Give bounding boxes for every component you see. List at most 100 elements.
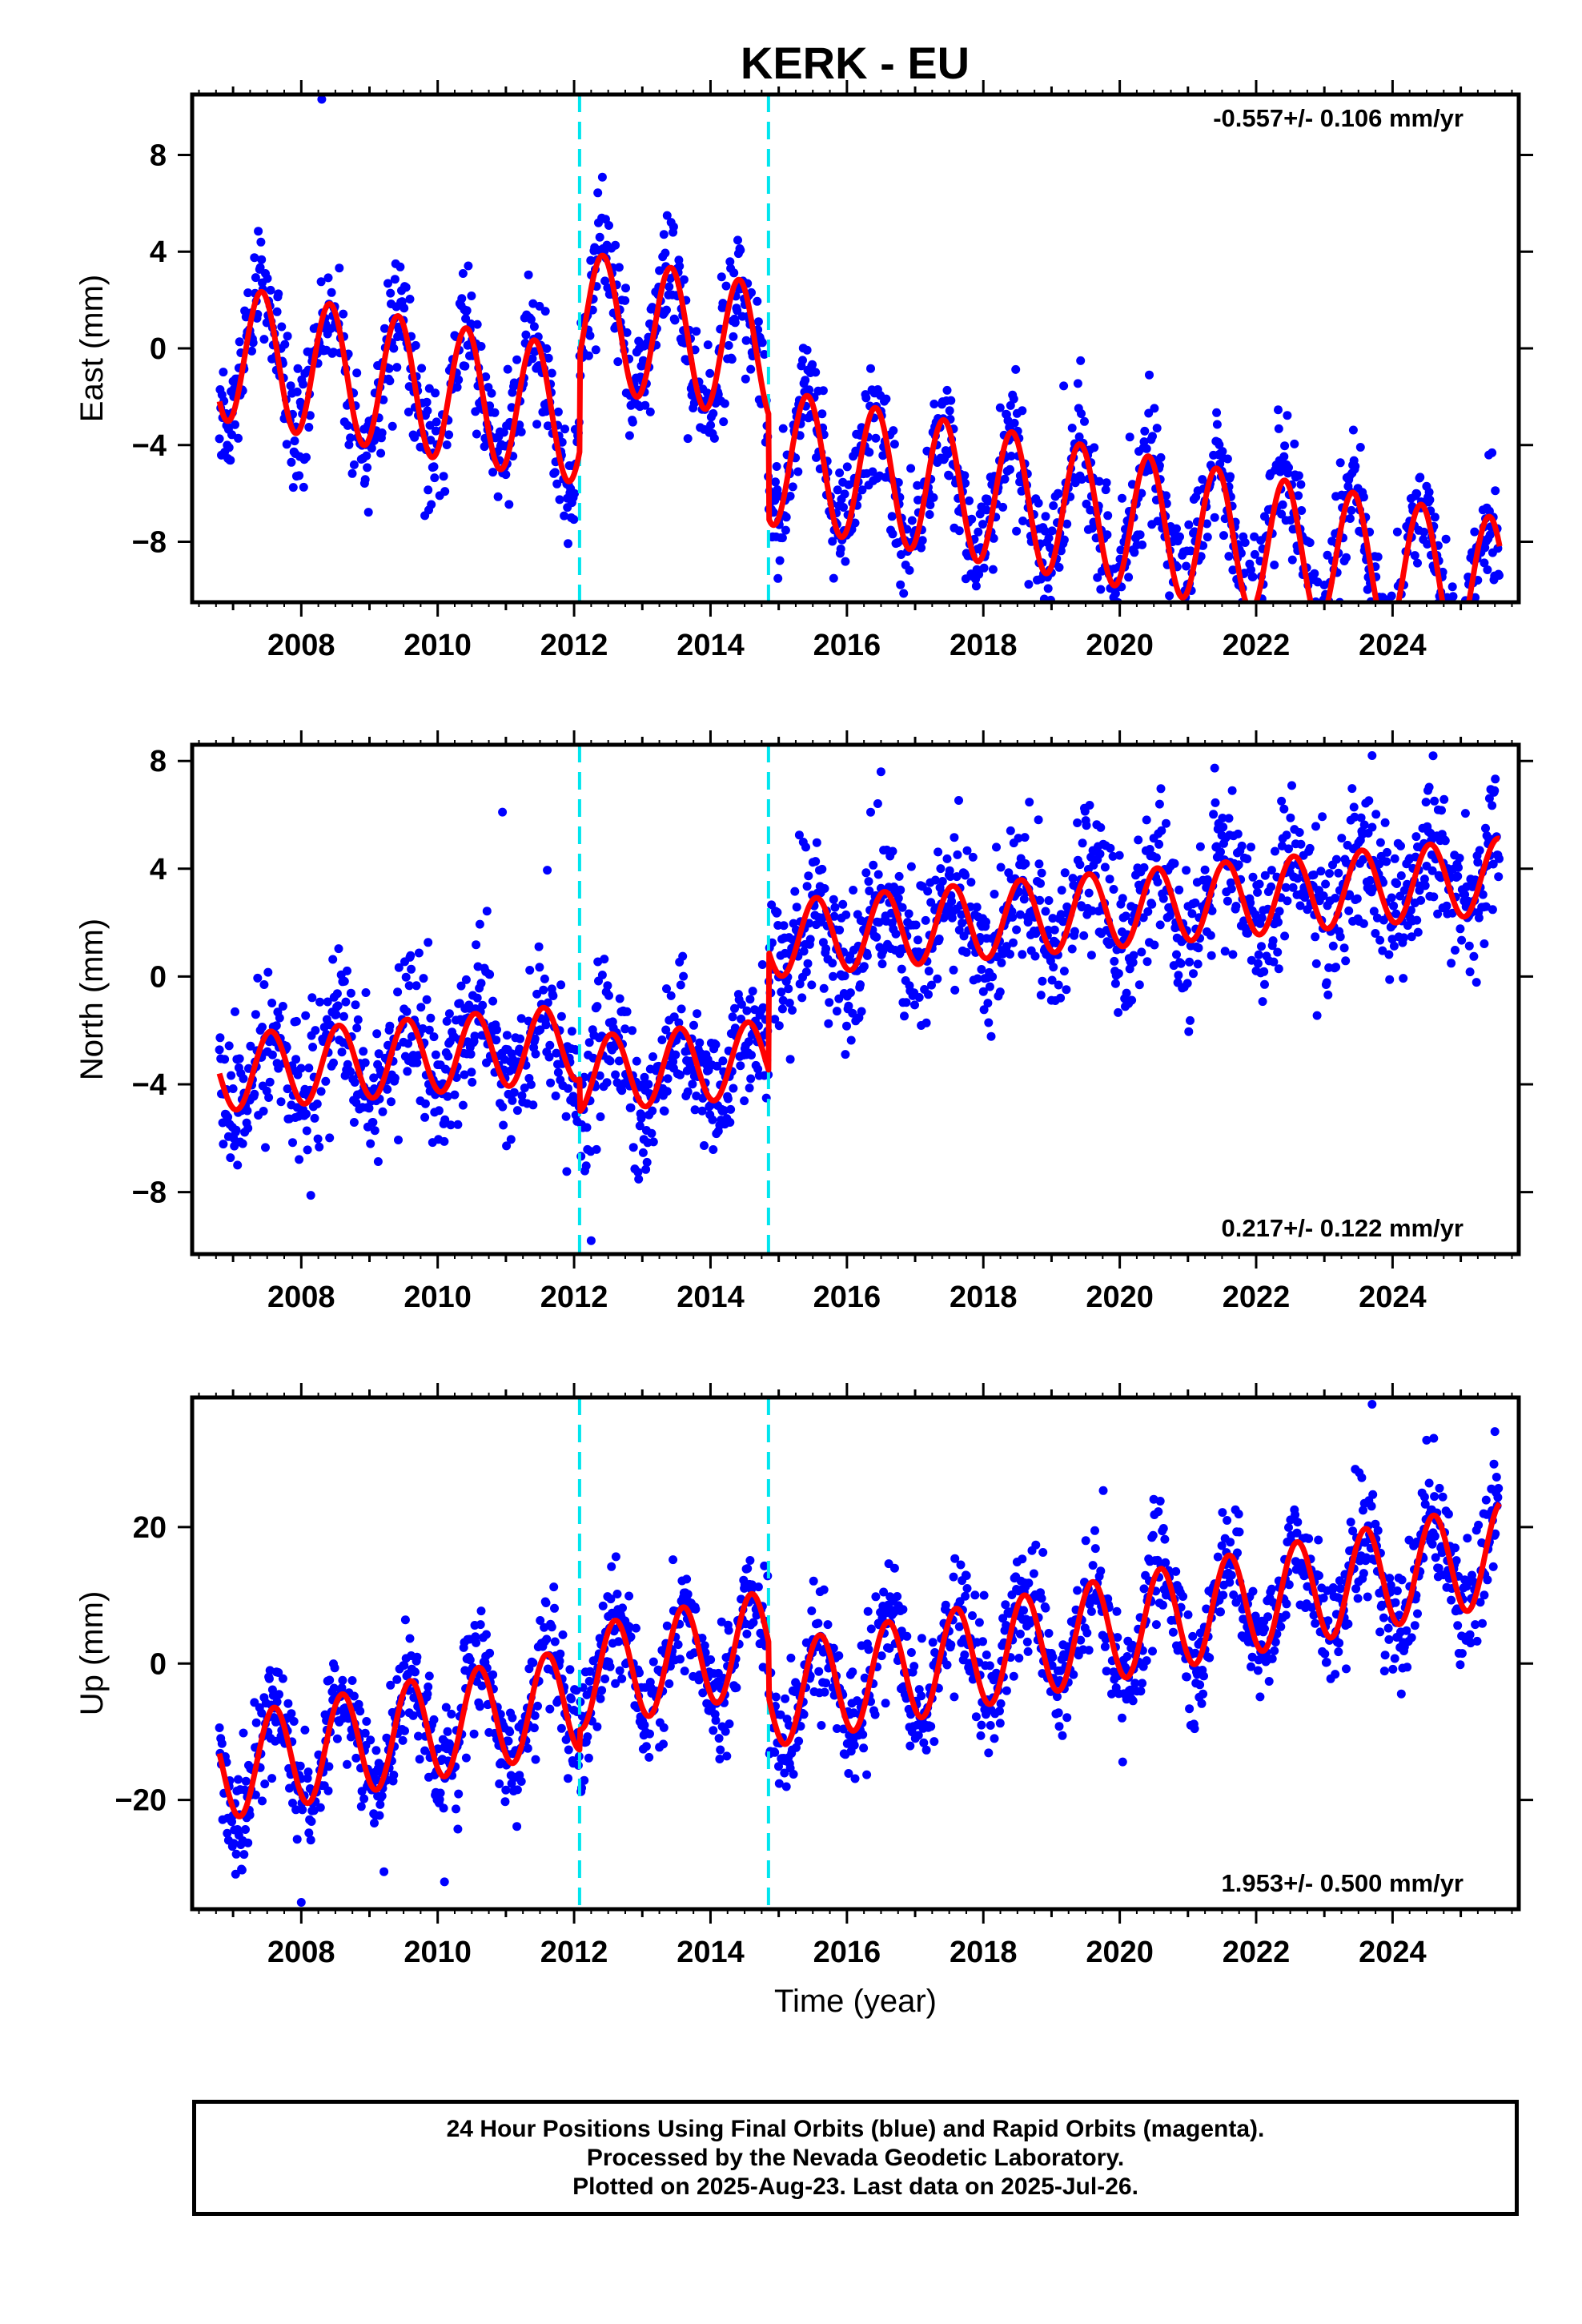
- data-point: [592, 1002, 602, 1011]
- data-point: [372, 1029, 382, 1039]
- data-point: [1439, 668, 1448, 677]
- data-point: [1459, 620, 1468, 629]
- data-point: [1018, 517, 1028, 525]
- data-point: [729, 1084, 738, 1093]
- data-point: [1359, 919, 1368, 928]
- data-point: [1495, 854, 1504, 863]
- data-point: [683, 434, 693, 444]
- data-point: [344, 440, 354, 449]
- data-point: [254, 227, 263, 236]
- data-point: [411, 1667, 420, 1677]
- data-point: [1203, 519, 1211, 529]
- data-point: [516, 1014, 526, 1023]
- data-point: [558, 1630, 568, 1639]
- data-point: [1274, 964, 1283, 974]
- data-point: [338, 1675, 347, 1685]
- data-point: [1443, 613, 1452, 622]
- data-point: [403, 1067, 412, 1076]
- x-tick-label: 2024: [1359, 629, 1427, 662]
- data-point: [444, 1051, 453, 1061]
- data-point: [927, 980, 936, 990]
- data-point: [1231, 902, 1241, 911]
- data-point: [1240, 538, 1250, 547]
- data-point: [1424, 782, 1434, 792]
- data-point: [1180, 633, 1189, 641]
- data-point: [934, 935, 944, 943]
- data-point: [316, 277, 326, 287]
- data-point: [1129, 951, 1138, 960]
- data-point: [1311, 822, 1320, 831]
- data-point: [329, 348, 338, 357]
- data-point: [1475, 846, 1484, 855]
- data-point: [380, 324, 389, 333]
- data-point: [1440, 663, 1449, 672]
- data-point: [1267, 882, 1276, 891]
- data-point: [1387, 618, 1395, 627]
- data-point: [350, 1078, 359, 1087]
- data-point: [564, 1084, 572, 1093]
- data-point: [1248, 572, 1258, 581]
- data-point: [1090, 443, 1099, 452]
- data-point: [1329, 604, 1338, 613]
- data-point: [374, 1049, 383, 1059]
- data-point: [472, 429, 481, 439]
- x-ticks-east: [198, 80, 1513, 617]
- data-point: [1399, 974, 1408, 983]
- data-point: [586, 255, 596, 265]
- data-point: [942, 385, 952, 395]
- data-point: [642, 1157, 652, 1167]
- data-point: [472, 1638, 481, 1647]
- data-point: [604, 221, 613, 230]
- data-point: [351, 1098, 361, 1108]
- data-point: [1059, 967, 1069, 976]
- data-point: [811, 857, 821, 866]
- y-tick-label: −8: [132, 526, 167, 560]
- data-point: [753, 317, 763, 327]
- data-point: [1382, 857, 1391, 866]
- data-point: [332, 1734, 342, 1743]
- data-point: [1359, 820, 1369, 830]
- data-point: [1018, 406, 1027, 416]
- data-point: [492, 1025, 501, 1035]
- data-point: [1359, 493, 1368, 502]
- data-point: [258, 1796, 267, 1806]
- data-point: [753, 1582, 763, 1592]
- data-point: [569, 515, 579, 525]
- data-point: [472, 993, 482, 1003]
- data-point: [485, 1648, 495, 1658]
- data-point: [516, 427, 526, 436]
- data-point: [1257, 942, 1266, 951]
- data-point: [1456, 924, 1465, 934]
- data-point: [1469, 951, 1479, 961]
- data-point: [321, 1076, 331, 1086]
- data-point: [1014, 887, 1024, 897]
- data-point: [1162, 818, 1170, 828]
- data-point: [517, 1091, 527, 1100]
- data-point: [1114, 1007, 1123, 1017]
- data-point: [698, 1093, 708, 1103]
- data-point: [226, 456, 235, 465]
- data-point: [564, 539, 572, 549]
- data-point: [453, 1120, 463, 1129]
- data-point: [812, 838, 821, 847]
- data-point: [1315, 622, 1324, 631]
- data-point: [1134, 980, 1144, 990]
- data-point: [743, 1564, 753, 1574]
- data-point: [1194, 943, 1203, 953]
- data-point: [911, 920, 921, 930]
- data-point: [1025, 798, 1034, 807]
- data-point: [942, 1660, 952, 1670]
- data-point: [1378, 611, 1387, 620]
- data-point: [1413, 927, 1423, 937]
- data-point: [930, 400, 939, 408]
- data-point: [1200, 865, 1210, 875]
- data-point: [1282, 830, 1291, 840]
- data-point: [773, 907, 782, 917]
- data-point: [440, 487, 450, 497]
- data-point: [543, 421, 552, 431]
- data-point: [570, 1095, 580, 1104]
- data-point: [562, 1167, 572, 1176]
- data-point: [820, 1687, 829, 1697]
- data-point: [907, 516, 917, 525]
- data-point: [540, 974, 549, 983]
